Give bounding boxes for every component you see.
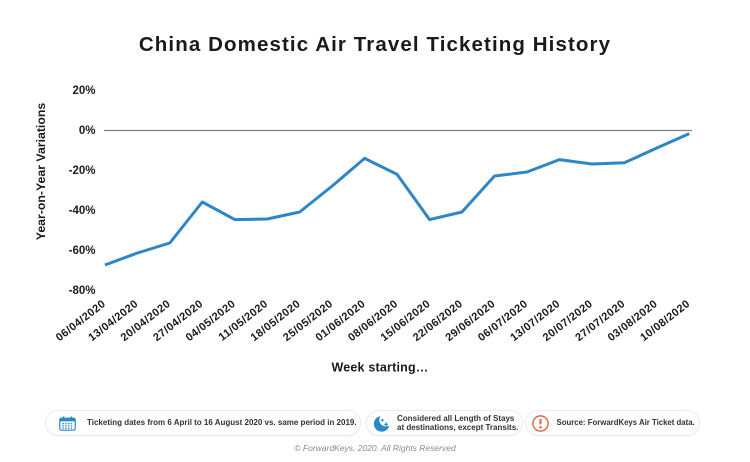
svg-text:-60%: -60% — [69, 245, 96, 257]
svg-text:20%: 20% — [72, 85, 95, 97]
svg-text:-80%: -80% — [69, 285, 96, 297]
svg-text:Year-on-Year Variations: Year-on-Year Variations — [34, 103, 48, 241]
svg-text:-20%: -20% — [69, 165, 96, 177]
svg-text:0%: 0% — [79, 125, 96, 137]
svg-text:Week starting…: Week starting… — [331, 361, 428, 375]
svg-text:-40%: -40% — [69, 205, 96, 217]
